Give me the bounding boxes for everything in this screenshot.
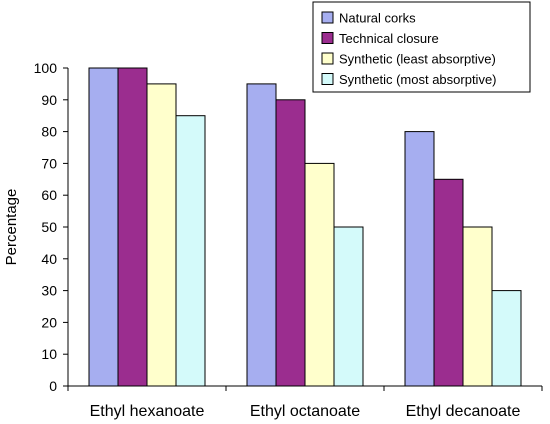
legend-box [312,1,531,93]
bar [491,290,522,387]
bar [333,226,364,387]
bar [404,131,435,387]
legend-swatch [321,52,334,65]
y-tick-label: 40 [41,251,57,267]
legend-swatch [321,73,334,85]
y-tick-label: 100 [34,60,58,76]
legend-label: Natural corks [339,11,416,26]
x-categories-group: Ethyl hexanoate Ethyl octanoate Ethyl deca… [67,386,543,420]
x-category-label: Ethyl octanoate [250,403,360,420]
x-category-label: Ethyl decanoate [406,403,521,420]
bar [175,115,206,387]
legend-label: Technical closure [339,31,439,46]
bar [117,67,148,387]
bar [462,226,493,387]
y-tick-label: 30 [41,283,57,299]
bar [275,99,306,387]
bar [246,83,277,387]
y-tick-label: 10 [41,346,57,362]
y-tick-label: 20 [41,314,57,330]
y-ticks-group: 0 10 20 30 40 50 60 70 80 90 100 [34,60,68,394]
y-tick-label: 0 [49,378,57,394]
legend-swatch [321,32,334,44]
legend-label: Synthetic (least absorptive) [339,52,496,67]
y-tick-label: 50 [41,219,57,235]
bar [304,162,335,387]
y-tick-label: 90 [41,92,57,108]
y-axis-label: Percentage [3,189,20,266]
bar [88,67,119,387]
legend-label: Synthetic (most absorptive) [339,72,497,87]
y-tick-label: 60 [41,187,57,203]
bar [146,83,177,387]
legend-swatch [321,11,334,24]
x-category-label: Ethyl hexanoate [90,403,205,420]
y-tick-label: 80 [41,124,57,140]
bar [433,178,464,387]
bars-group [88,67,522,387]
y-tick-label: 70 [41,155,57,171]
legend: Natural corks Technical closure Synthetic … [312,1,531,93]
